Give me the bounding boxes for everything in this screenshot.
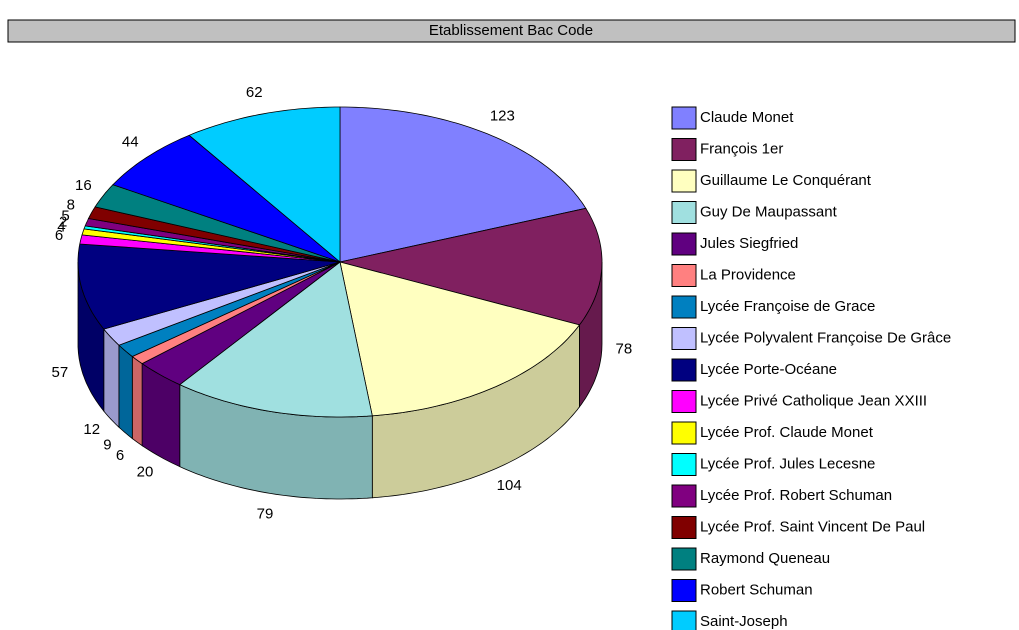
legend-label: Robert Schuman [700,581,813,598]
legend-label: Lycée Prof. Robert Schuman [700,487,892,504]
slice [112,134,341,263]
data-label: 8 [67,197,75,214]
data-label: 16 [75,177,92,194]
slice [118,261,341,357]
legend-label: Guillaume Le Conquérant [700,172,872,189]
legend-swatch [671,547,697,571]
slice [339,106,587,263]
data-label: 4 [57,219,65,236]
legend-swatch [671,421,697,445]
legend-swatch [671,138,697,161]
slice [188,106,341,263]
data-label: 123 [490,108,515,125]
chart-title: Etablissement Bac Code [429,22,593,39]
legend-swatch [671,201,697,224]
legend-label: Jules Siegfried [700,235,798,252]
legend-swatch [671,264,697,287]
slice-side [131,355,143,447]
slice-side [118,344,133,440]
legend-label: Guy De Maupassant [700,203,838,220]
data-label: 57 [52,364,69,381]
legend-swatch [671,232,697,256]
title-bar [7,19,1016,43]
legend-label: Lycée Porte-Océane [700,361,837,378]
data-label: 5 [61,208,69,225]
legend-swatch [671,516,697,539]
legend-label: Lycée Polyvalent Françoise De Grâce [700,329,951,346]
legend-label: Lycée Françoise de Grace [700,298,875,315]
legend-label: Claude Monet [700,109,794,126]
legend-label: François 1er [700,140,783,157]
legend-swatch [671,106,697,130]
data-label: 12 [83,421,100,438]
legend-swatch [671,358,697,382]
slice [141,261,341,386]
data-label: 6 [55,227,63,244]
legend-label: Saint-Joseph [700,613,788,630]
slice [103,261,341,346]
legend-swatch [671,169,697,193]
slice [77,243,341,330]
data-label: 44 [122,134,139,151]
legend-label: La Providence [700,266,796,283]
data-label: 104 [497,477,522,494]
legend-label: Lycée Privé Catholique Jean XXIII [700,392,927,409]
data-label: 62 [246,84,263,101]
data-label: 6 [116,447,124,464]
legend-label: Lycée Prof. Saint Vincent De Paul [700,518,925,535]
slice [94,184,341,263]
legend-label: Lycée Prof. Claude Monet [700,424,874,441]
data-label: 78 [616,341,633,358]
slice [179,261,373,418]
legend-swatch [671,327,697,350]
legend-swatch [671,453,697,476]
data-label: 20 [137,464,154,481]
legend-label: Lycée Prof. Jules Lecesne [700,455,875,472]
slice [339,261,581,417]
legend-swatch [671,610,697,630]
legend-label: Raymond Queneau [700,550,830,567]
legend-swatch [671,390,697,413]
legend-swatch [671,484,697,508]
slice [339,207,603,326]
data-label: 9 [103,437,111,454]
legend-swatch [671,295,697,319]
data-label: 79 [257,506,274,523]
legend-swatch [671,579,697,602]
slice-side [103,327,120,429]
data-label: 2 [59,213,67,230]
